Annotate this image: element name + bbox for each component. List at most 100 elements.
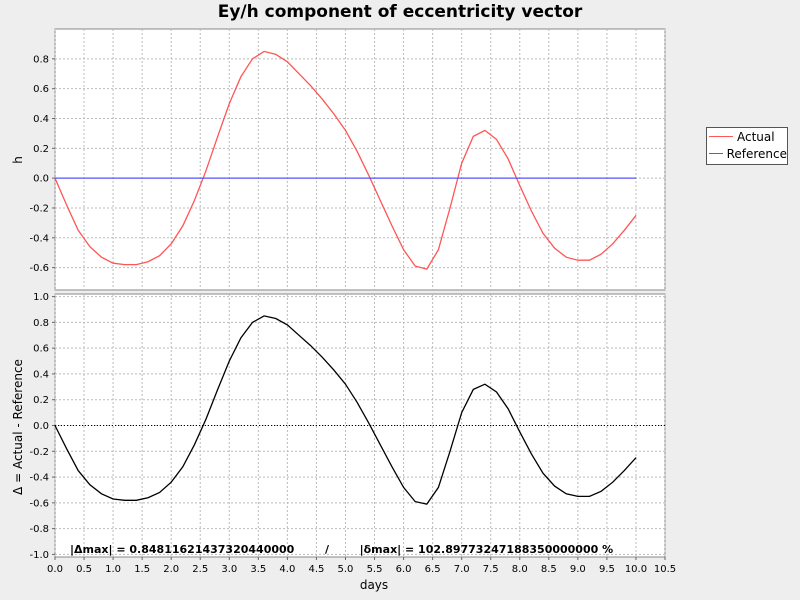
bottom-series xyxy=(54,315,637,505)
legend-label-actual: Actual xyxy=(737,129,775,144)
bottom-data-point xyxy=(159,492,160,493)
top-data-point xyxy=(612,243,614,245)
x-tick-label: 5.5 xyxy=(367,564,383,575)
top-data-point xyxy=(275,53,277,55)
top-data-point xyxy=(356,150,358,152)
top-data-point xyxy=(77,229,79,231)
bottom-data-point xyxy=(66,448,68,450)
top-data-point xyxy=(228,103,230,104)
bottom-grid xyxy=(54,294,666,557)
bottom-data-point xyxy=(182,466,184,468)
bottom-data-point xyxy=(438,486,439,488)
top-data-point xyxy=(368,174,370,176)
bottom-data-point xyxy=(403,486,404,488)
top-y-tick-label: 0.8 xyxy=(33,54,49,65)
bottom-y-tick-label: -1.0 xyxy=(29,550,49,561)
bottom-data-point xyxy=(589,496,590,497)
top-data-point xyxy=(600,253,602,255)
top-data-point xyxy=(54,177,56,179)
top-data-point xyxy=(635,177,637,179)
x-tick-label: 8.5 xyxy=(541,564,557,575)
top-data-point xyxy=(112,262,114,264)
bottom-data-point xyxy=(507,408,509,410)
top-data-point xyxy=(170,243,172,245)
bottom-data-point xyxy=(77,470,79,472)
bottom-data-point xyxy=(426,503,428,505)
top-data-point xyxy=(507,158,509,160)
bottom-data-point xyxy=(414,501,416,502)
x-tick-label: 7.0 xyxy=(454,564,470,575)
bottom-data-point xyxy=(577,496,579,497)
x-tick-label: 5.0 xyxy=(338,564,354,575)
legend-swatch-actual xyxy=(709,136,733,137)
top-series xyxy=(54,50,637,270)
bottom-y-tick-label: 0.0 xyxy=(33,421,49,432)
chart-title: Ey/h component of eccentricity vector xyxy=(217,2,583,22)
x-tick-label: 1.5 xyxy=(134,564,150,575)
bottom-data-point xyxy=(565,493,567,495)
bottom-y-tick-label: 0.2 xyxy=(33,395,49,406)
bottom-data-point xyxy=(391,466,393,468)
bottom-data-point xyxy=(530,453,532,455)
bottom-data-point xyxy=(124,499,126,501)
bottom-data-point xyxy=(147,497,149,499)
top-data-point xyxy=(159,255,160,257)
bottom-data-point xyxy=(101,493,102,495)
bottom-y-tick-label: 0.4 xyxy=(33,369,49,380)
top-data-point xyxy=(286,61,288,63)
bottom-y-tick-label: 0.6 xyxy=(33,344,49,355)
x-tick-label: 8.0 xyxy=(512,564,528,575)
legend-label-reference: Reference xyxy=(726,146,787,161)
top-data-point xyxy=(89,246,91,248)
bottom-data-point xyxy=(286,324,288,326)
bottom-y-tick-label: -0.6 xyxy=(29,498,49,509)
top-data-point xyxy=(426,268,428,270)
bottom-data-point xyxy=(554,485,556,487)
x-tick-label: 10.0 xyxy=(625,564,647,575)
bottom-data-point xyxy=(635,457,637,459)
bottom-y-tick-label: -0.2 xyxy=(29,447,49,458)
top-data-point xyxy=(147,261,149,263)
x-tick-label: 6.0 xyxy=(396,564,412,575)
top-data-point xyxy=(449,207,451,209)
bottom-data-point xyxy=(228,360,230,362)
top-data-point xyxy=(263,50,265,52)
bottom-data-point xyxy=(298,334,300,336)
top-data-point xyxy=(182,225,184,227)
top-data-point xyxy=(519,185,521,187)
bottom-data-point xyxy=(496,391,497,393)
bottom-data-point xyxy=(519,431,521,433)
bottom-data-point xyxy=(461,412,463,414)
top-data-point xyxy=(194,200,195,201)
top-data-point xyxy=(403,249,404,251)
bottom-data-point xyxy=(600,490,602,492)
bottom-data-point xyxy=(112,498,114,500)
top-y-tick-label: -0.4 xyxy=(29,233,49,244)
top-data-point xyxy=(589,259,590,261)
x-tick-label: 4.0 xyxy=(279,564,295,575)
bottom-data-point xyxy=(333,369,335,371)
top-y-axis-label: h xyxy=(11,156,25,164)
top-data-point xyxy=(530,210,532,212)
bottom-data-point xyxy=(345,383,346,385)
bottom-data-point xyxy=(368,422,370,424)
top-data-point xyxy=(472,135,474,137)
bottom-data-point xyxy=(379,444,381,446)
delta-annotation: |Δmax| = 0.84811621437320440000 / |δmax|… xyxy=(70,543,613,556)
top-data-point xyxy=(298,73,300,75)
top-data-point xyxy=(310,85,312,87)
x-tick-label: 0.5 xyxy=(76,564,92,575)
top-data-point xyxy=(577,259,579,261)
top-data-point xyxy=(414,265,416,267)
bottom-data-point xyxy=(623,470,625,472)
x-tick-label: 2.5 xyxy=(192,564,208,575)
top-data-point xyxy=(345,130,346,131)
x-tick-label: 10.5 xyxy=(654,564,676,575)
bottom-y-tick-label: -0.4 xyxy=(29,473,49,484)
top-data-point xyxy=(333,113,335,115)
bottom-data-point xyxy=(135,499,137,501)
bottom-data-point xyxy=(321,356,323,358)
x-axis-label: days xyxy=(360,578,388,592)
top-data-point xyxy=(101,256,102,258)
